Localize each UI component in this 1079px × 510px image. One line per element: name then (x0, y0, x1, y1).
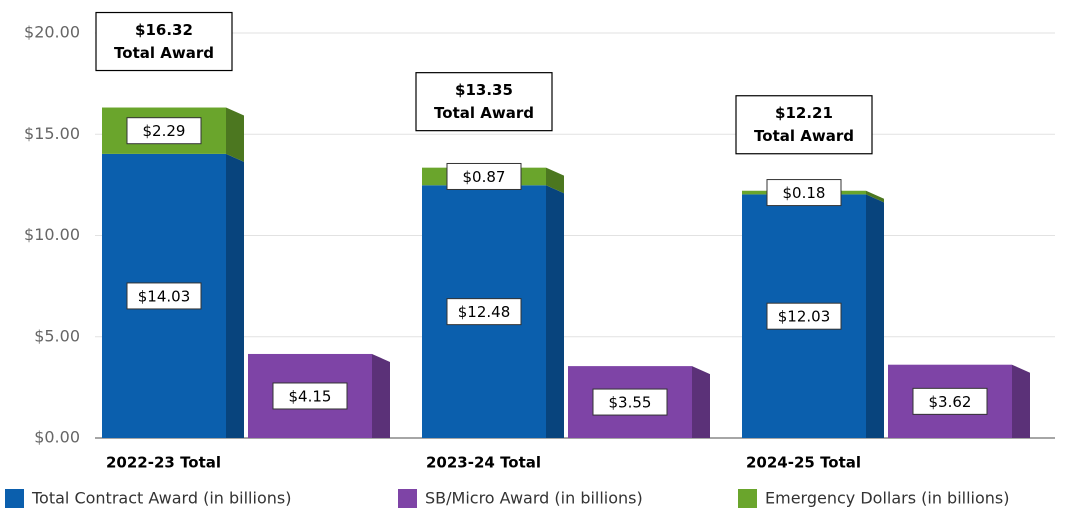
value-label: $0.18 (783, 184, 826, 202)
total-label: $13.35 (455, 81, 513, 99)
total-box (415, 72, 553, 132)
legend-label: Total Contract Award (in billions) (31, 489, 291, 508)
value-label-box (126, 282, 202, 310)
value-label-box (272, 382, 348, 410)
x-tick-label: 2023-24 Total (426, 454, 541, 472)
total-box (95, 11, 233, 72)
value-label-box (446, 298, 522, 326)
legend-label: Emergency Dollars (in billions) (765, 489, 1010, 508)
total-label: $12.21 (775, 104, 833, 122)
legend-swatch (5, 489, 24, 508)
value-label: $2.29 (143, 122, 186, 140)
value-label: $14.03 (138, 287, 191, 305)
legend-swatch (398, 489, 417, 508)
bar-side (692, 366, 710, 438)
x-tick-label: 2022-23 Total (106, 454, 221, 472)
total-box (735, 95, 873, 155)
bar-side (866, 194, 884, 438)
bar-side (226, 153, 244, 438)
value-label: $4.15 (289, 387, 332, 405)
value-label-box (912, 387, 988, 415)
bar-side (546, 185, 564, 438)
y-tick-label: $15.00 (24, 124, 80, 143)
bar-side (866, 190, 884, 203)
total-caption: Total Award (434, 104, 534, 122)
value-label-box (766, 302, 842, 330)
bar-side (372, 353, 390, 438)
legend-label: SB/Micro Award (in billions) (425, 489, 643, 508)
x-tick-label: 2024-25 Total (746, 454, 861, 472)
bar-side (1012, 364, 1030, 438)
total-caption: Total Award (114, 44, 214, 62)
legend-swatch (738, 489, 757, 508)
value-label-box (126, 117, 202, 145)
value-label-box (446, 162, 522, 190)
y-tick-label: $0.00 (34, 428, 80, 447)
total-label: $16.32 (135, 21, 193, 39)
value-label: $0.87 (463, 168, 506, 186)
bar-side (226, 107, 244, 162)
y-tick-label: $10.00 (24, 225, 80, 244)
bar-side (546, 167, 564, 194)
value-label: $3.55 (609, 394, 652, 412)
value-label-box (766, 179, 842, 207)
total-caption: Total Award (754, 127, 854, 145)
y-tick-label: $5.00 (34, 326, 80, 345)
value-label-box (592, 388, 668, 416)
value-label: $12.48 (458, 303, 511, 321)
value-label: $12.03 (778, 308, 831, 326)
value-label: $3.62 (929, 393, 972, 411)
y-tick-label: $20.00 (24, 23, 80, 42)
